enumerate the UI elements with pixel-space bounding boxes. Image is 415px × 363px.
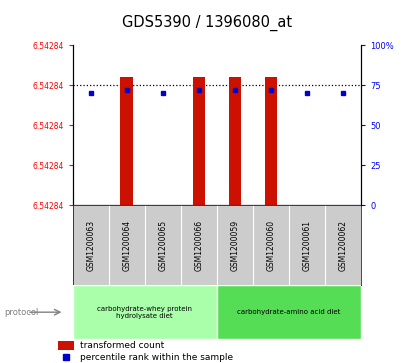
Bar [73, 285, 217, 339]
Text: GSM1200065: GSM1200065 [158, 220, 167, 270]
Text: GSM1200064: GSM1200064 [122, 220, 131, 270]
Text: GDS5390 / 1396080_at: GDS5390 / 1396080_at [122, 15, 293, 31]
Bar [193, 77, 205, 205]
Text: carbohydrate-whey protein
hydrolysate diet: carbohydrate-whey protein hydrolysate di… [97, 306, 192, 319]
Bar [229, 77, 241, 205]
Text: transformed count: transformed count [80, 341, 164, 350]
Text: GSM1200060: GSM1200060 [266, 220, 276, 270]
Text: GSM1200063: GSM1200063 [86, 220, 95, 270]
Text: carbohydrate-amino acid diet: carbohydrate-amino acid diet [237, 309, 341, 315]
Text: GSM1200062: GSM1200062 [339, 220, 347, 270]
Bar [265, 77, 277, 205]
Bar [120, 77, 133, 205]
Text: GSM1200066: GSM1200066 [194, 220, 203, 270]
Text: protocol: protocol [4, 308, 39, 317]
Text: GSM1200061: GSM1200061 [303, 220, 312, 270]
Text: GSM1200059: GSM1200059 [230, 220, 239, 270]
Bar [217, 285, 361, 339]
Text: percentile rank within the sample: percentile rank within the sample [80, 352, 233, 362]
Bar [58, 341, 73, 350]
